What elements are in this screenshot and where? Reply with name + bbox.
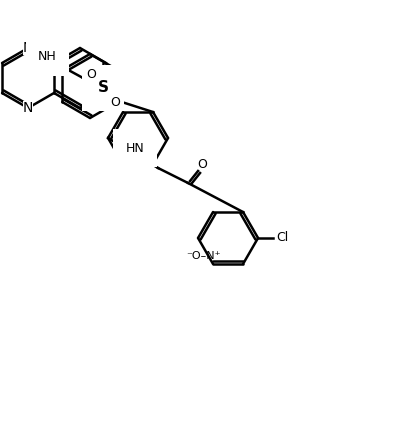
Text: HN: HN: [126, 141, 144, 155]
Text: N: N: [23, 41, 33, 55]
Text: NH: NH: [38, 51, 57, 63]
Text: O: O: [110, 95, 120, 109]
Text: ⁻O–N⁺: ⁻O–N⁺: [185, 251, 220, 261]
Text: O: O: [197, 158, 206, 172]
Text: Cl: Cl: [275, 231, 287, 245]
Text: S: S: [97, 81, 108, 95]
Text: O: O: [86, 67, 96, 81]
Text: N: N: [23, 101, 33, 115]
